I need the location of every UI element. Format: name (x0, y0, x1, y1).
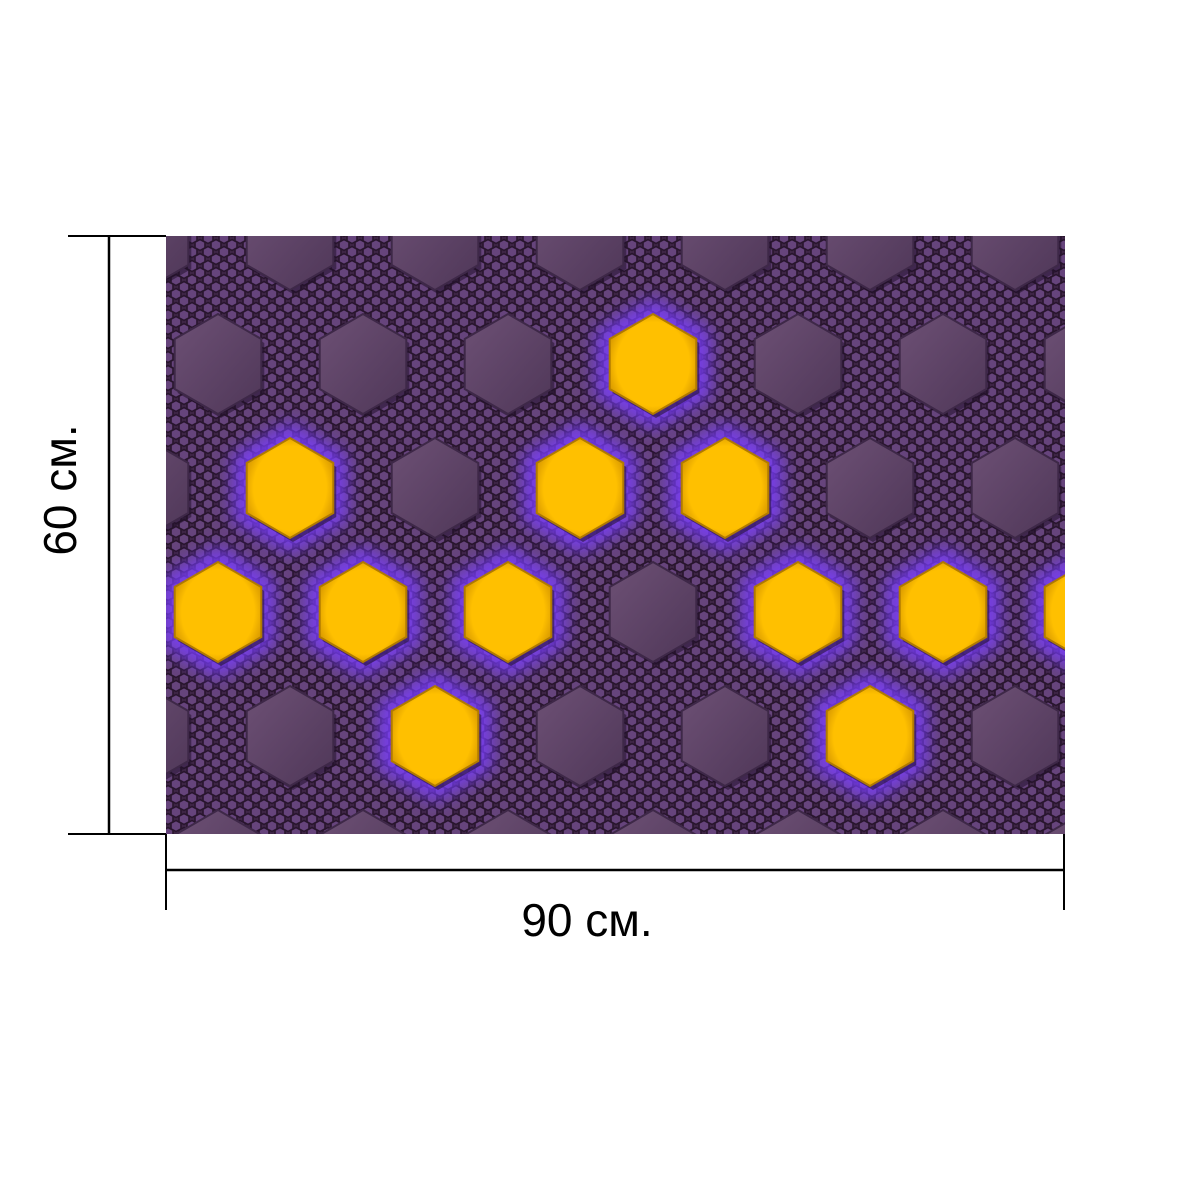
glowing-hexagon-tile (1043, 574, 1065, 650)
tile-shadow (1193, 318, 1200, 418)
glowing-hexagon-tile (825, 684, 915, 788)
hexagon-tile (319, 808, 407, 834)
hexagon-tile (1190, 562, 1200, 662)
hexagon-tile (390, 236, 480, 292)
hexagon-tile (970, 436, 1060, 540)
hexagon-tile (609, 808, 697, 834)
glowing-hexagon-tile (390, 684, 480, 788)
tile-shadow (33, 318, 120, 418)
tile-shadow (1120, 690, 1200, 790)
width-label: 90 см. (521, 894, 652, 946)
hexagon-tile (390, 436, 480, 540)
hexagon-tile (30, 314, 117, 414)
width-dimension: 90 см. (165, 834, 1065, 946)
hexagon-tile (608, 560, 698, 664)
glowing-hexagon-tile (463, 560, 553, 664)
hexagon-tile (245, 236, 335, 292)
glowing-hexagon-tile (318, 560, 408, 664)
hexagon-tile (970, 236, 1060, 292)
tile-shadow (33, 814, 120, 914)
glowing-hexagon-tile (1117, 438, 1200, 538)
hexagon-tile (318, 312, 408, 416)
hexagon-tile (1117, 190, 1200, 290)
hexagon-tile (30, 562, 117, 662)
hexagon-tile (464, 808, 552, 834)
tile-glow-halo (1103, 422, 1200, 554)
hexagon-tile (825, 236, 915, 292)
hexagon-tile (30, 810, 117, 910)
hexagon-tile (825, 436, 915, 540)
hexagon-tile (680, 236, 770, 292)
glowing-hexagon-tile (535, 436, 625, 540)
tile-shadow (1120, 442, 1200, 542)
glowing-hexagon-tile (245, 436, 335, 540)
hexagon-tile (754, 808, 842, 834)
glowing-hexagon-tile (898, 560, 988, 664)
honeycomb-panel (30, 190, 1200, 914)
hexagon-tile (166, 448, 190, 528)
glowing-hexagon-tile (753, 560, 843, 664)
hexagon-tile (535, 684, 625, 788)
hexagon-tile (680, 684, 770, 788)
hexagon-tile (173, 312, 263, 416)
glowing-hexagon-tile (173, 560, 263, 664)
tile-shadow (1193, 814, 1200, 914)
hexagon-tile (535, 236, 625, 292)
hexagon-tile (1117, 686, 1200, 786)
hexagon-tile (1043, 326, 1065, 402)
hexagon-tile (1044, 822, 1065, 834)
hexagon-tile (753, 312, 843, 416)
hexagon-tile (1190, 314, 1200, 414)
glowing-hexagon-tile (608, 312, 698, 416)
hexagon-tile (899, 808, 987, 834)
height-dimension: 60 см. (34, 235, 166, 835)
hexagon-tile (174, 808, 262, 834)
hexagon-tile (166, 696, 190, 776)
hexagon-tile (1190, 810, 1200, 910)
tile-shadow (1193, 566, 1200, 666)
hexagon-tile (245, 684, 335, 788)
tile-shadow (33, 566, 120, 666)
hexagon-tile (463, 312, 553, 416)
tile-shadow (1120, 194, 1200, 294)
hexagon-tile (970, 684, 1060, 788)
hexagon-tile (898, 312, 988, 416)
height-label: 60 см. (34, 424, 86, 555)
glowing-hexagon-tile (680, 436, 770, 540)
hexagon-tile (166, 236, 190, 280)
hexagon-tiles (30, 190, 1200, 914)
